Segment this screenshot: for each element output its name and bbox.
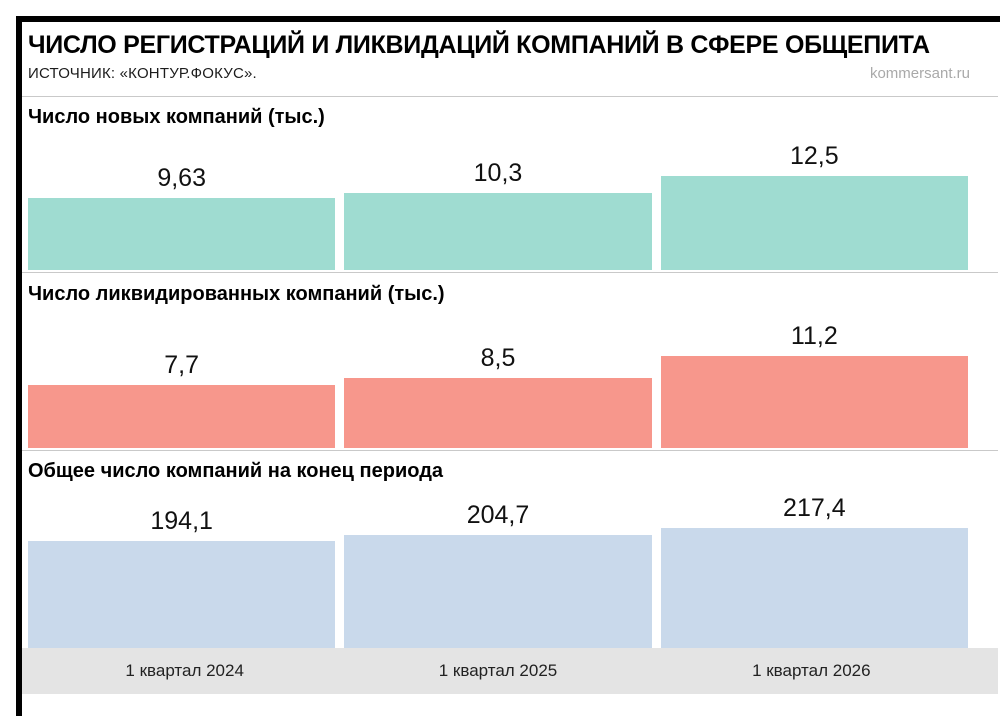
bar-column: 7,7 bbox=[28, 351, 336, 448]
bar-value-label: 10,3 bbox=[473, 159, 523, 187]
bar bbox=[660, 176, 968, 270]
bar bbox=[28, 541, 336, 648]
frame-top-line bbox=[16, 16, 1000, 22]
bar-column: 217,4 bbox=[660, 494, 968, 648]
bar-value-label: 9,63 bbox=[157, 164, 206, 192]
bar-value-label: 11,2 bbox=[790, 322, 838, 350]
bar bbox=[344, 378, 652, 448]
bar-column: 204,7 bbox=[344, 501, 652, 648]
bar-column: 12,5 bbox=[660, 142, 968, 270]
section-divider bbox=[22, 96, 998, 97]
bar-column: 10,3 bbox=[344, 159, 652, 270]
bar bbox=[660, 528, 968, 648]
bar-column: 194,1 bbox=[28, 507, 336, 648]
bar-value-label: 194,1 bbox=[150, 507, 213, 535]
bar-value-label: 8,5 bbox=[480, 344, 516, 372]
section-title-liquidated-companies: Число ликвидированных компаний (тыс.) bbox=[28, 283, 445, 305]
bar-group-total-companies: 194,1 204,7 217,4 bbox=[28, 486, 968, 648]
source-row: ИСТОЧНИК: «КОНТУР.ФОКУС». kommersant.ru bbox=[28, 65, 970, 82]
bar bbox=[344, 535, 652, 648]
site-credit: kommersant.ru bbox=[869, 65, 970, 82]
x-axis-label: 1 квартал 2025 bbox=[438, 661, 558, 680]
page-title: ЧИСЛО РЕГИСТРАЦИЙ И ЛИКВИДАЦИЙ КОМПАНИЙ … bbox=[28, 31, 930, 59]
section-divider bbox=[22, 450, 998, 451]
bar bbox=[344, 193, 652, 270]
bar-value-label: 12,5 bbox=[789, 142, 839, 170]
bar-value-label: 204,7 bbox=[466, 501, 530, 529]
bar bbox=[28, 385, 336, 448]
bar bbox=[660, 356, 968, 448]
bar-group-new-companies: 9,63 10,3 12,5 bbox=[28, 136, 968, 270]
frame-left-line bbox=[16, 16, 22, 716]
bar-value-label: 217,4 bbox=[783, 494, 846, 522]
bar-column: 9,63 bbox=[28, 164, 336, 270]
x-axis-label: 1 квартал 2026 bbox=[752, 661, 871, 680]
bar-column: 11,2 bbox=[660, 322, 968, 448]
bar-group-liquidated-companies: 7,7 8,5 11,2 bbox=[28, 314, 968, 448]
section-title-new-companies: Число новых компаний (тыс.) bbox=[28, 106, 325, 128]
x-axis-labels: 1 квартал 2024 1 квартал 2025 1 квартал … bbox=[28, 648, 968, 694]
section-divider bbox=[22, 272, 998, 273]
bar-column: 8,5 bbox=[344, 344, 652, 448]
x-axis-label: 1 квартал 2024 bbox=[125, 661, 244, 680]
source-label: ИСТОЧНИК: «КОНТУР.ФОКУС». bbox=[28, 65, 257, 82]
x-axis-strip: 1 квартал 2024 1 квартал 2025 1 квартал … bbox=[22, 648, 998, 694]
bar-value-label: 7,7 bbox=[164, 351, 200, 379]
section-title-total-companies: Общее число компаний на конец периода bbox=[28, 460, 444, 482]
bar bbox=[28, 198, 336, 270]
